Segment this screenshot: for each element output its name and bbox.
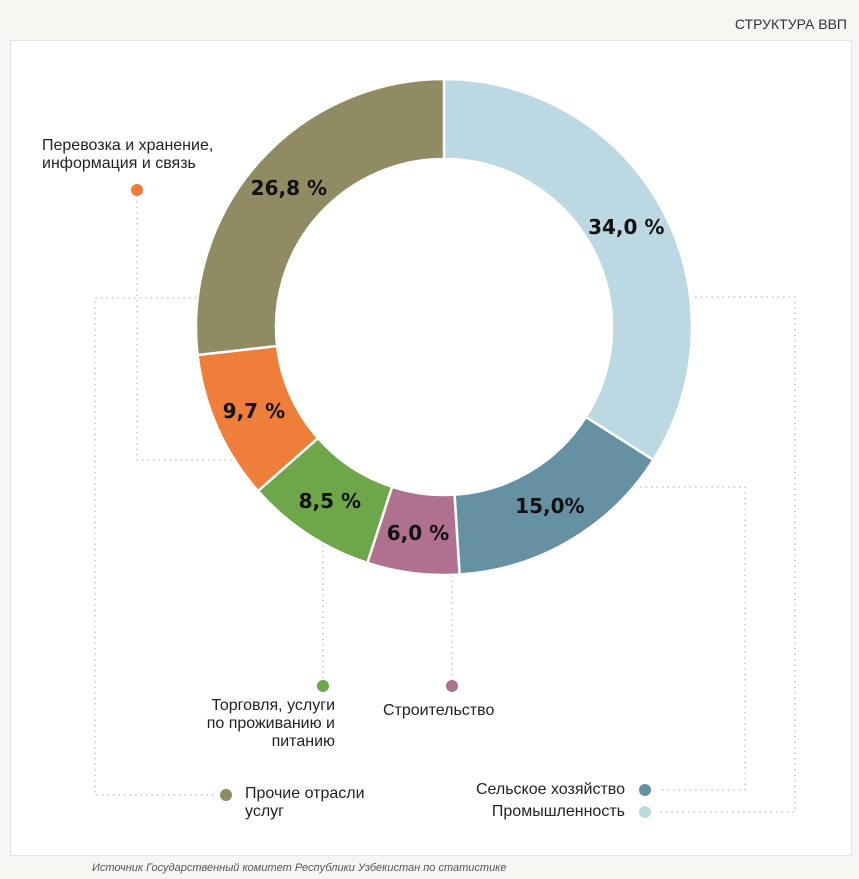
category-label: Строительство	[383, 702, 495, 719]
legend-dot	[639, 806, 651, 818]
value-label: 34,0 %	[588, 214, 665, 239]
category-label: Прочие отрасли услуг	[245, 785, 365, 820]
value-label: 26,8 %	[250, 176, 328, 201]
category-label: Промышленность	[491, 803, 625, 820]
panel	[10, 40, 852, 856]
donut-segment	[194, 77, 446, 357]
value-label: 8,5 %	[298, 488, 362, 513]
chart-title: СТРУКТУРА ВВП	[734, 16, 847, 32]
value-label: 9,7 %	[222, 399, 286, 424]
category-label: Перевозка и хранение, информация и связь	[42, 137, 214, 172]
source: Источник Государственный комитет Республ…	[92, 862, 507, 874]
legend-dot	[446, 680, 458, 692]
value-label: 6,0 %	[386, 521, 450, 546]
donut-segment	[442, 77, 694, 462]
category-label: Торговля, услуги по проживанию и питанию	[206, 697, 335, 750]
category-label: Сельское хозяйство	[475, 781, 625, 798]
legend-dot	[317, 680, 329, 692]
legend-dot	[131, 184, 143, 196]
value-label: 15,0%	[515, 494, 585, 519]
legend-dot	[220, 789, 232, 801]
legend-dot	[639, 784, 651, 796]
leader-lines	[94, 190, 796, 813]
